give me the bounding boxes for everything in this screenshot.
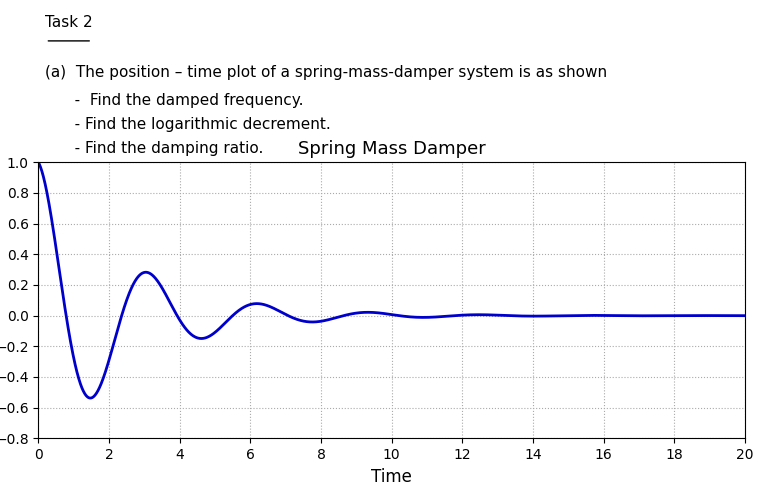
Text: -  Find the damped frequency.: - Find the damped frequency. — [60, 94, 303, 109]
X-axis label: Time: Time — [371, 468, 412, 486]
Text: - Find the damping ratio.: - Find the damping ratio. — [60, 141, 263, 156]
Text: (a)  The position – time plot of a spring-mass-damper system is as shown: (a) The position – time plot of a spring… — [45, 65, 607, 79]
Title: Spring Mass Damper: Spring Mass Damper — [298, 140, 485, 158]
Text: - Find the logarithmic decrement.: - Find the logarithmic decrement. — [60, 117, 330, 132]
Text: Task 2: Task 2 — [45, 15, 93, 30]
